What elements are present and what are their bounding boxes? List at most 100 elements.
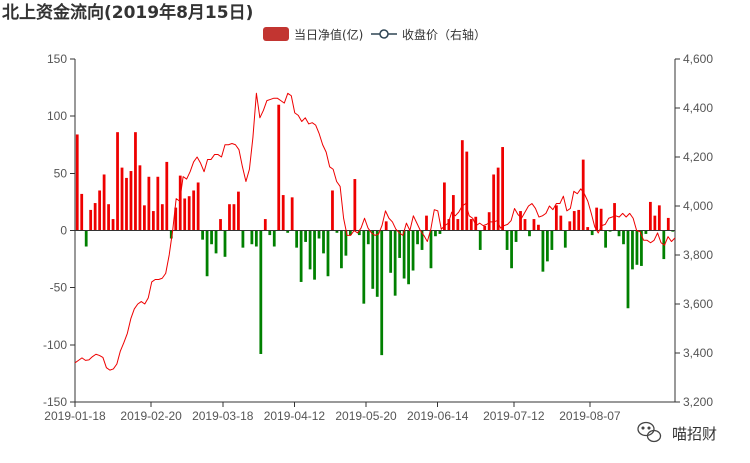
net-flow-bar [577,209,581,231]
net-flow-bar [487,212,491,231]
line-series [74,92,676,371]
right-y-tick-label: 4,000 [683,199,713,213]
close-price-line [74,92,676,371]
net-flow-bar [434,230,437,237]
net-flow-bar [429,230,433,269]
net-flow-bar [581,159,585,231]
net-flow-bar [143,205,146,231]
net-flow-bar [353,179,357,231]
net-flow-bar [250,230,254,245]
net-flow-bar [653,215,657,231]
net-flow-bar [460,140,464,231]
legend[interactable]: 当日净值(亿) 收盘价（右轴） [263,27,486,42]
net-flow-bar [568,221,572,231]
net-flow-bar [554,205,558,231]
wechat-icon [637,421,662,443]
legend-bar-swatch[interactable] [263,27,289,41]
x-tick-label: 2019-02-20 [120,409,182,423]
right-y-tick-label: 3,800 [683,248,713,262]
left-y-tick-label: -150 [43,395,67,409]
net-flow-bar [277,104,281,231]
net-flow-bar [178,175,182,231]
net-flow-bar [496,167,500,231]
net-flow-bar [268,230,272,236]
net-flow-bar [223,230,227,257]
net-flow-bar [335,230,339,233]
net-flow-bar [362,230,366,304]
net-flow-bar [640,230,643,266]
net-flow-bar [151,211,155,231]
net-flow-bar [147,176,151,231]
net-flow-bar [205,230,209,277]
net-flow-bar [98,190,102,231]
left-y-tick-label: 150 [47,52,67,66]
net-flow-bar [532,219,536,231]
left-y-tick-label: 100 [47,109,67,123]
x-tick-label: 2019-07-12 [483,409,545,423]
net-flow-bar [299,230,303,282]
net-flow-bar [111,219,115,231]
legend-line-marker[interactable] [379,29,389,39]
net-flow-bar [604,230,607,248]
right-y-tick-label: 4,600 [683,52,713,66]
net-flow-bar [407,230,410,285]
net-flow-bar [317,230,321,239]
net-flow-bar [537,224,540,231]
net-flow-bar [344,230,348,256]
left-y-tick-label: 0 [60,224,67,238]
net-flow-bar [666,217,670,231]
net-flow-bar [308,230,312,270]
net-flow-bar [102,174,106,231]
net-flow-bar [259,230,263,354]
net-flow-bar [313,230,316,280]
net-flow-bar [348,230,352,236]
net-flow-bar [411,230,415,271]
net-flow-bar [380,230,384,356]
net-flow-bar [241,230,245,248]
net-flow-bar [546,230,549,262]
net-flow-bar [451,195,455,231]
net-flow-bar [322,230,325,254]
net-flow-bar [340,230,343,269]
net-flow-bar [519,211,522,231]
right-y-tick-label: 3,600 [683,297,713,311]
net-flow-bar [366,230,370,245]
x-tick-label: 2019-03-18 [192,409,254,423]
net-flow-bar [402,230,406,279]
chart-title: 北上资金流向(2019年8月15日) [2,2,253,23]
net-flow-bar [263,219,267,231]
right-y-tick-label: 4,400 [683,101,713,115]
net-flow-bar [505,230,509,250]
watermark: 喵招财 [637,421,717,443]
net-flow-bar [478,230,482,250]
net-flow-bar [125,177,128,231]
net-flow-bar [398,230,402,258]
net-flow-bar [80,193,84,231]
legend-bar-label[interactable]: 当日净值(亿) [294,27,363,42]
net-flow-bar [608,230,612,232]
net-flow-bar [550,230,554,250]
net-flow-bar [84,230,88,247]
x-tick-label: 2019-04-12 [264,409,326,423]
net-flow-bar [286,230,290,233]
net-flow-bar [160,204,164,231]
net-flow-bar [617,230,621,237]
net-flow-bar [443,182,446,231]
bar-series [75,104,675,356]
net-flow-bar [465,151,469,231]
net-flow-bar [483,225,487,231]
net-flow-bar [120,167,124,231]
net-flow-bar [572,211,576,231]
net-flow-bar [326,230,330,277]
net-flow-bar [384,221,388,231]
net-flow-bar [528,230,531,237]
net-flow-bar [595,207,599,231]
net-flow-bar [648,201,652,231]
legend-line-label[interactable]: 收盘价（右轴） [402,27,486,42]
net-flow-bar [93,203,97,231]
net-flow-bar [272,230,276,247]
right-y-tick-label: 3,400 [683,346,713,360]
left-y-tick-label: -100 [43,338,67,352]
net-flow-bar [492,174,496,231]
net-flow-bar [165,161,169,231]
